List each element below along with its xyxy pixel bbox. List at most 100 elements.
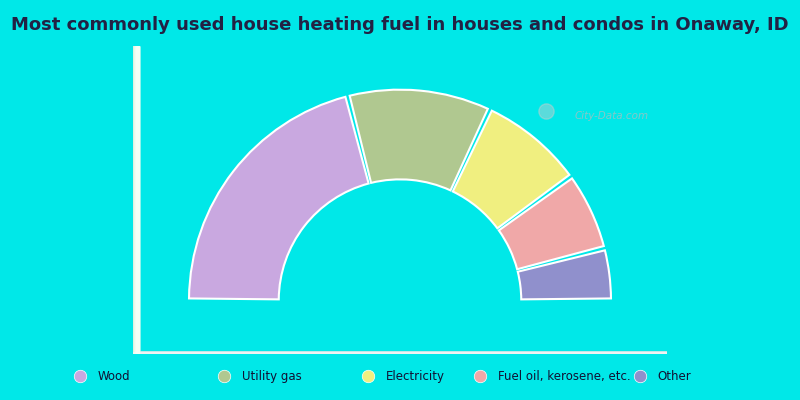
Bar	[134, 352, 666, 353]
Bar	[135, 46, 138, 354]
Bar	[134, 46, 136, 354]
Bar	[135, 46, 138, 354]
Bar	[134, 352, 666, 353]
Bar	[134, 352, 666, 353]
Bar	[134, 351, 666, 353]
Bar	[134, 352, 666, 353]
Bar	[134, 351, 666, 353]
Bar	[134, 46, 136, 354]
Bar	[134, 352, 666, 353]
Bar	[134, 46, 137, 354]
Bar	[134, 351, 666, 352]
Bar	[134, 352, 666, 354]
Bar	[134, 351, 666, 353]
Bar	[134, 352, 666, 354]
Bar	[134, 352, 666, 354]
Bar	[135, 46, 138, 354]
Bar	[134, 352, 666, 353]
Bar	[134, 352, 666, 353]
Bar	[134, 46, 138, 354]
Bar	[134, 46, 137, 354]
Bar	[134, 351, 666, 352]
Bar	[134, 46, 137, 354]
Bar	[134, 46, 137, 354]
Bar	[134, 46, 136, 354]
Bar	[135, 46, 138, 354]
Bar	[134, 46, 137, 354]
Bar	[135, 46, 138, 354]
Bar	[135, 46, 138, 354]
Bar	[134, 351, 666, 352]
Bar	[134, 351, 666, 353]
Bar	[134, 352, 666, 354]
Bar	[134, 46, 137, 354]
Bar	[134, 352, 666, 353]
Bar	[134, 46, 137, 354]
Bar	[134, 46, 136, 354]
Bar	[134, 352, 666, 354]
Bar	[134, 46, 137, 354]
Bar	[134, 352, 666, 354]
Bar	[134, 352, 666, 353]
Bar	[135, 46, 138, 354]
Bar	[136, 46, 138, 354]
Bar	[134, 46, 136, 354]
Bar	[135, 46, 138, 354]
Bar	[134, 46, 137, 354]
Bar	[135, 46, 138, 354]
Bar	[134, 351, 666, 353]
Bar	[136, 46, 138, 354]
Bar	[134, 46, 136, 354]
Bar	[135, 46, 138, 354]
Bar	[134, 46, 137, 354]
Bar	[134, 352, 666, 354]
Bar	[134, 352, 666, 354]
Bar	[134, 352, 666, 354]
Bar	[134, 352, 666, 354]
Bar	[134, 352, 666, 353]
Bar	[134, 46, 137, 354]
Bar	[134, 46, 137, 354]
Bar	[136, 46, 138, 354]
Bar	[134, 46, 136, 354]
Bar	[134, 352, 666, 354]
Bar	[134, 352, 666, 354]
Text: Electricity: Electricity	[386, 370, 445, 382]
Bar	[134, 351, 666, 353]
Bar	[135, 46, 138, 354]
Bar	[134, 46, 137, 354]
Bar	[134, 46, 138, 354]
Bar	[134, 351, 666, 353]
Bar	[134, 352, 666, 354]
Bar	[134, 352, 666, 354]
Bar	[134, 352, 666, 354]
Bar	[134, 352, 666, 353]
Bar	[134, 352, 666, 354]
Bar	[134, 352, 666, 354]
Bar	[134, 352, 666, 353]
Bar	[134, 351, 666, 352]
Bar	[134, 352, 666, 354]
Bar	[134, 352, 666, 353]
Bar	[134, 351, 666, 353]
Text: City-Data.com: City-Data.com	[574, 111, 649, 121]
Bar	[136, 46, 138, 354]
Bar	[134, 46, 136, 354]
Bar	[134, 352, 666, 354]
Bar	[134, 46, 137, 354]
Bar	[134, 351, 666, 353]
Bar	[135, 46, 138, 354]
Bar	[134, 351, 666, 353]
Bar	[134, 46, 137, 354]
Bar	[134, 46, 137, 354]
Bar	[134, 351, 666, 352]
Bar	[134, 46, 137, 354]
Bar	[134, 352, 666, 354]
Bar	[135, 46, 138, 354]
Bar	[134, 352, 666, 354]
Bar	[134, 46, 136, 354]
Bar	[135, 46, 138, 354]
Bar	[134, 352, 666, 354]
Bar	[134, 352, 666, 353]
Bar	[135, 46, 138, 354]
